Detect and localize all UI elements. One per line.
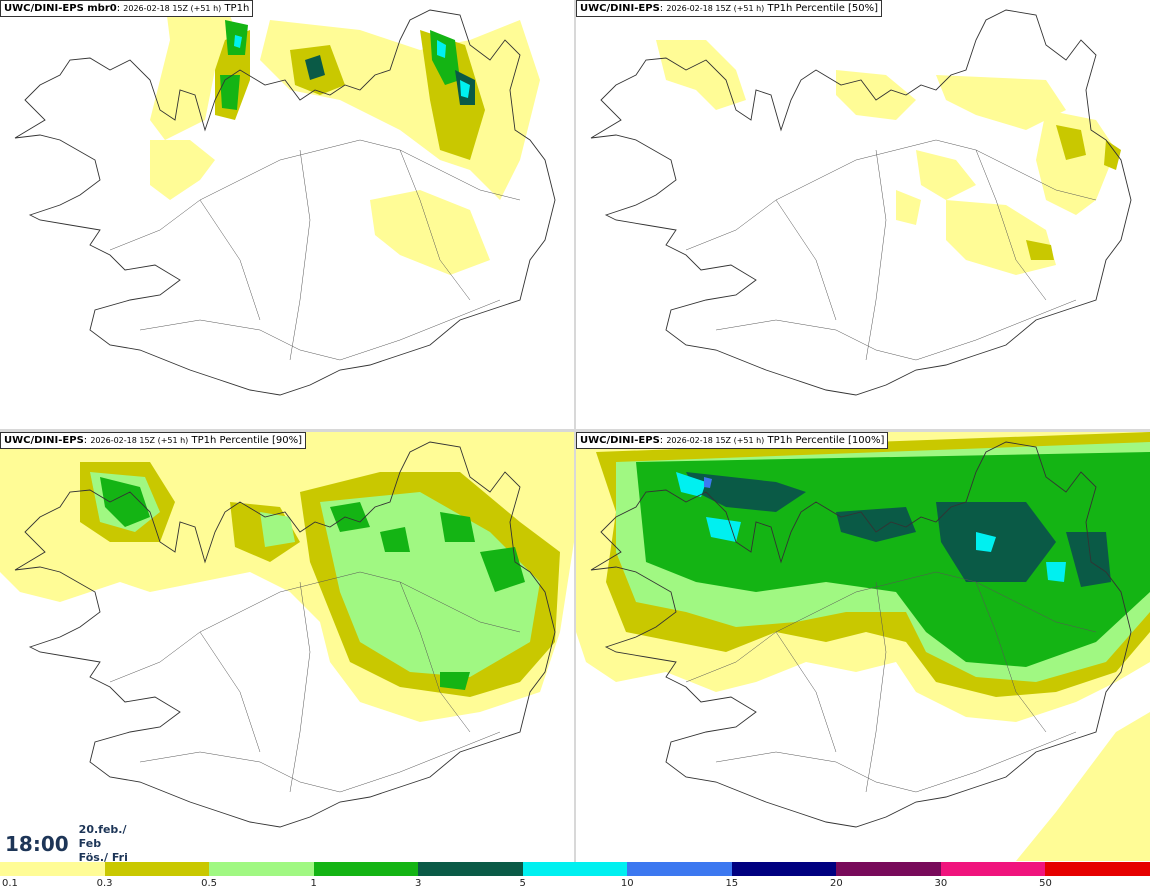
legend-tick-label: 0.1 [2, 878, 18, 889]
map-panel-p90: UWC/DINI-EPS: 2026-02-18 15Z (+51 h) TP1… [0, 432, 574, 861]
valid-date: 20.feb./ Feb Fös./ Fri [79, 823, 140, 865]
valid-date-line1: 20.feb./ Feb [78, 823, 127, 850]
iceland-coastline [590, 9, 1132, 396]
iceland-coastline [14, 441, 556, 828]
legend-tick-label: 30 [934, 878, 948, 889]
legend-swatch [1045, 862, 1150, 876]
legend-tick-label: 15 [725, 878, 739, 889]
legend-tick-label: 0.5 [201, 878, 218, 889]
precip-field [0, 432, 574, 722]
legend-swatch [104, 862, 210, 876]
valid-date-line2: Fös./ Fri [78, 851, 128, 864]
legend-tick-label: 3 [414, 878, 422, 889]
iceland-coastline [590, 441, 1132, 828]
map-panel-p100: UWC/DINI-EPS: 2026-02-18 15Z (+51 h) TP1… [576, 432, 1150, 861]
legend-tick-label: 5 [519, 878, 526, 889]
legend-color-bar [0, 862, 1150, 876]
legend-swatch [731, 862, 837, 876]
legend-tick-label: 20 [829, 878, 843, 889]
map-panel-p50: UWC/DINI-EPS: 2026-02-18 15Z (+51 h) TP1… [576, 0, 1150, 429]
panel-title: UWC/DINI-EPS mbr0: 2026-02-18 15Z (+51 h… [0, 0, 254, 17]
legend-tick-label: 10 [620, 878, 634, 889]
iceland-coastline [14, 9, 556, 396]
legend-swatch [836, 862, 941, 876]
legend-swatch [313, 862, 419, 876]
legend-tick-label: 1 [310, 878, 317, 889]
legend-swatch [418, 862, 523, 876]
panel-title: UWC/DINI-EPS: 2026-02-18 15Z (+51 h) TP1… [576, 432, 889, 449]
precip-field [576, 432, 1150, 861]
road-network [109, 571, 521, 793]
precip-map-p100 [576, 432, 1150, 861]
valid-time: 18:00 [5, 832, 69, 856]
map-panel-member0: UWC/DINI-EPS mbr0: 2026-02-18 15Z (+51 h… [0, 0, 574, 429]
panel-title: UWC/DINI-EPS: 2026-02-18 15Z (+51 h) TP1… [576, 0, 883, 17]
precip-field [150, 0, 540, 275]
legend-swatch [0, 862, 105, 876]
panel-title: UWC/DINI-EPS: 2026-02-18 15Z (+51 h) TP1… [0, 432, 307, 449]
road-network [685, 139, 1097, 361]
legend-tick-label: 0.3 [96, 878, 113, 889]
legend-swatch [209, 862, 314, 876]
precip-map-p90 [0, 432, 574, 828]
legend-tick-label: 50 [1039, 878, 1052, 889]
legend-swatch [940, 862, 1046, 876]
panel-divider-horizontal [0, 429, 1150, 432]
road-network [685, 571, 1097, 793]
legend-swatch [627, 862, 732, 876]
precip-map-member0 [14, 0, 556, 396]
precip-map-p50 [590, 9, 1132, 396]
legend-swatch [522, 862, 628, 876]
color-legend: 0.1 0.3 0.5 1 3 5 10 15 20 30 50 [0, 862, 1150, 891]
valid-time-box: 18:00 20.feb./ Feb Fös./ Fri [0, 823, 140, 865]
road-network [109, 139, 521, 361]
precip-field [656, 40, 1121, 275]
